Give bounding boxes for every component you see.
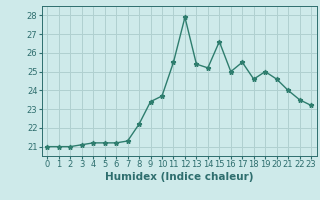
X-axis label: Humidex (Indice chaleur): Humidex (Indice chaleur)	[105, 172, 253, 182]
